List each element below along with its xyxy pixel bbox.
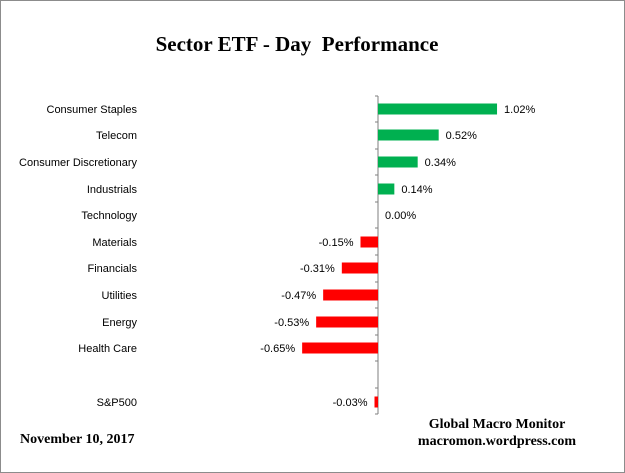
brand-url: macromon.wordpress.com xyxy=(417,434,577,449)
bar xyxy=(378,103,498,115)
category-label: Consumer Staples xyxy=(47,104,138,116)
bar xyxy=(360,236,378,248)
value-label: 1.02% xyxy=(504,104,535,116)
value-label: 0.34% xyxy=(425,157,456,169)
brand-name: Global Macro Monitor xyxy=(428,417,566,432)
value-label: -0.65% xyxy=(260,343,295,355)
value-label: -0.47% xyxy=(281,290,316,302)
bar xyxy=(323,289,378,301)
bar xyxy=(302,342,378,354)
category-label: Financials xyxy=(87,263,137,275)
value-label: -0.53% xyxy=(274,317,309,329)
chart-title: Sector ETF - Day Performance xyxy=(155,32,439,56)
category-label: Consumer Discretionary xyxy=(19,157,137,169)
bar xyxy=(378,156,418,168)
brand-block: Global Macro Monitor macromon.wordpress.… xyxy=(380,416,614,450)
report-date: November 10, 2017 xyxy=(20,432,135,447)
value-label: -0.15% xyxy=(319,237,354,249)
value-label: -0.03% xyxy=(333,397,368,409)
category-label: S&P500 xyxy=(97,397,137,409)
category-label: Materials xyxy=(92,237,137,249)
value-label: 0.14% xyxy=(401,184,432,196)
bar xyxy=(316,316,378,328)
bar xyxy=(374,396,378,408)
value-label: 0.52% xyxy=(446,130,477,142)
category-label: Technology xyxy=(81,210,137,222)
category-label: Telecom xyxy=(96,130,137,142)
category-label: Industrials xyxy=(87,184,138,196)
value-label: 0.00% xyxy=(385,210,416,222)
category-label: Energy xyxy=(102,317,137,329)
value-label: -0.31% xyxy=(300,263,335,275)
category-label: Health Care xyxy=(78,343,137,355)
bar xyxy=(378,183,395,195)
category-label: Utilities xyxy=(102,290,138,302)
bar xyxy=(378,129,439,141)
bar xyxy=(341,262,378,274)
